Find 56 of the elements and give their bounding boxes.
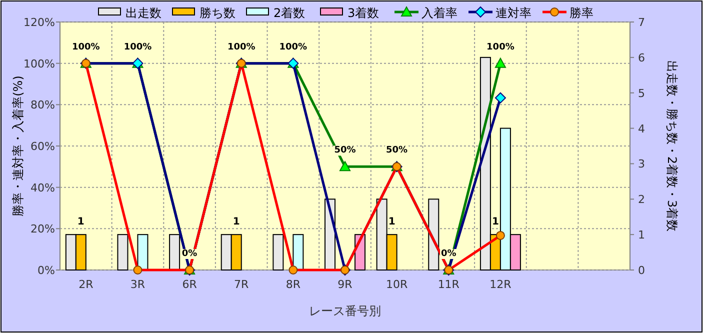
- y2-tick-label: 5: [638, 86, 645, 100]
- data-label: 50%: [334, 146, 356, 156]
- point: [494, 92, 506, 104]
- y2-axis-title: 出走数・勝ち数・2着数・3着数: [665, 60, 679, 232]
- x-tick-label: 2R: [78, 278, 94, 291]
- x-tick-label: 7R: [234, 278, 250, 291]
- y-tick-label: 40%: [30, 181, 55, 194]
- x-tick-label: 8R: [286, 278, 301, 291]
- data-label: 0%: [182, 249, 198, 259]
- point: [494, 58, 506, 68]
- y-tick-label: 100%: [24, 57, 55, 70]
- legend-label: 2着数: [274, 6, 306, 20]
- x-tick-label: 3R: [130, 278, 146, 291]
- x-tick-label: 10R: [386, 278, 408, 291]
- bar: [137, 234, 148, 270]
- x-tick-label: 9R: [338, 278, 353, 291]
- bar: [272, 234, 284, 270]
- data-label: 1: [388, 216, 396, 228]
- x-axis-title: レース番号別: [309, 304, 381, 318]
- x-tick-label: 12R: [490, 278, 512, 291]
- y-tick-label: 20%: [30, 222, 55, 236]
- data-label: 100%: [72, 42, 100, 52]
- bar: [428, 198, 440, 270]
- bar: [117, 234, 128, 270]
- x-tick-label: 6R: [182, 278, 198, 291]
- data-label: 100%: [486, 42, 514, 52]
- legend-label: 連対率: [496, 6, 532, 20]
- data-label: 50%: [386, 146, 408, 156]
- point: [340, 161, 350, 172]
- y2-tick-label: 1: [638, 228, 645, 242]
- data-label: 100%: [124, 42, 152, 52]
- legend-label: 勝ち数: [200, 6, 236, 20]
- legend-label: 勝率: [570, 6, 594, 20]
- data-label: 100%: [227, 42, 256, 52]
- y-tick-label: 80%: [30, 98, 55, 112]
- y2-tick-label: 0: [638, 264, 645, 277]
- bar: [292, 234, 304, 270]
- legend-label: 3着数: [348, 6, 380, 20]
- x-tick-label: 11R: [438, 278, 460, 291]
- data-label: 100%: [279, 42, 308, 52]
- y-tick-label: 60%: [30, 140, 55, 153]
- data-label: 0%: [440, 249, 456, 259]
- y2-tick-label: 2: [638, 193, 645, 206]
- data-label: 1: [77, 216, 84, 228]
- y-tick-label: 0%: [38, 264, 55, 277]
- legend-label: 出走数: [126, 6, 162, 20]
- y2-tick-label: 3: [638, 158, 645, 171]
- y2-tick-label: 6: [638, 51, 645, 64]
- legend-label: 入着率: [422, 6, 458, 20]
- bar: [169, 234, 180, 270]
- data-label: 1: [232, 216, 240, 228]
- data-label: 1: [492, 216, 499, 228]
- y-tick-label: 120%: [24, 16, 55, 29]
- y2-tick-label: 4: [638, 122, 645, 136]
- y-axis-title: 勝率・連対率・入着率(%): [11, 76, 25, 216]
- y2-tick-label: 7: [638, 16, 645, 29]
